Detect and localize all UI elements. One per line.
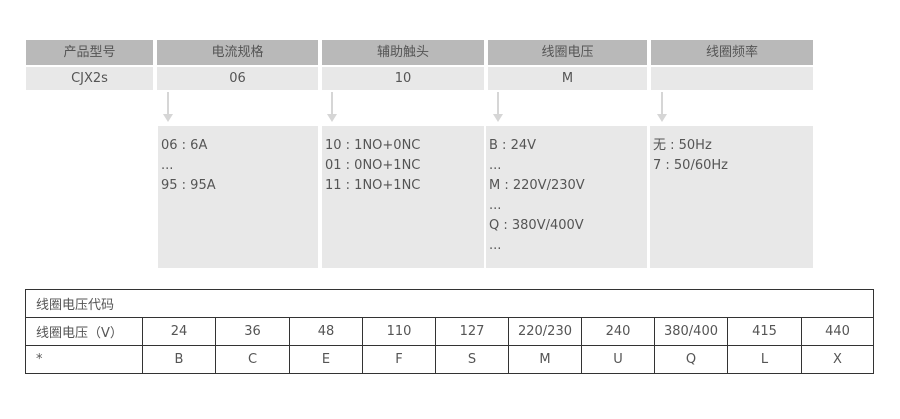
detail-line: 11 : 1NO+1NC [325,178,421,193]
header-coil-frequency: 线圈频率 [651,40,813,65]
table-title: 线圈电压代码 [25,289,874,318]
value-current-rating: 06 [157,67,318,90]
code-cell: C [215,345,290,374]
header-auxiliary-contacts: 辅助触头 [322,40,484,65]
detail-line: 无 : 50Hz [653,138,712,153]
coil-voltage-code-table: 线圈电压代码 线圈电压（V） 24 36 48 110 127 220/230 … [25,289,874,374]
voltage-cell: 127 [435,317,509,346]
voltage-cell: 110 [362,317,436,346]
value-auxiliary-contacts: 10 [322,67,484,90]
code-cell: U [581,345,655,374]
details-coil-voltage: B : 24V ... M : 220V/230V ... Q : 380V/4… [486,126,647,268]
row-label: 线圈电压（V） [25,317,143,346]
voltage-cell: 415 [727,317,802,346]
header-product-model: 产品型号 [26,40,153,65]
voltage-cell: 440 [801,317,874,346]
code-cell: S [435,345,509,374]
detail-line: M : 220V/230V [489,178,585,193]
details-current-rating: 06 : 6A ... 95 : 95A [158,126,318,268]
row-label: * [25,345,143,374]
arrow-down-icon [327,92,337,122]
code-cell: Q [654,345,728,374]
detail-line: 10 : 1NO+0NC [325,138,421,153]
voltage-cell: 24 [142,317,216,346]
detail-line: ... [489,158,502,173]
code-cell: M [508,345,582,374]
voltage-cell: 220/230 [508,317,582,346]
value-coil-frequency [651,67,813,90]
table-row-code: * B C E F S M U Q L X [25,345,874,374]
value-coil-voltage: M [488,67,647,90]
value-product-model: CJX2s [26,67,153,90]
detail-line: ... [161,158,174,173]
header-current-rating: 电流规格 [157,40,318,65]
detail-line: 7 : 50/60Hz [653,158,728,173]
arrow-down-icon [493,92,503,122]
header-coil-voltage: 线圈电压 [488,40,647,65]
detail-line: 01 : 0NO+1NC [325,158,421,173]
details-coil-frequency: 无 : 50Hz 7 : 50/60Hz [650,126,813,268]
detail-line: B : 24V [489,138,536,153]
detail-line: 06 : 6A [161,138,208,153]
voltage-cell: 36 [215,317,290,346]
code-cell: F [362,345,436,374]
voltage-cell: 380/400 [654,317,728,346]
code-cell: E [289,345,363,374]
detail-line: 95 : 95A [161,178,216,193]
arrow-down-icon [163,92,173,122]
detail-line: ... [489,198,502,213]
code-cell: X [801,345,874,374]
detail-line: ... [489,238,502,253]
code-cell: B [142,345,216,374]
detail-line: Q : 380V/400V [489,218,584,233]
arrow-down-icon [657,92,667,122]
voltage-cell: 240 [581,317,655,346]
table-row-voltage: 线圈电压（V） 24 36 48 110 127 220/230 240 380… [25,317,874,346]
code-cell: L [727,345,802,374]
details-auxiliary-contacts: 10 : 1NO+0NC 01 : 0NO+1NC 11 : 1NO+1NC [322,126,484,268]
voltage-cell: 48 [289,317,363,346]
